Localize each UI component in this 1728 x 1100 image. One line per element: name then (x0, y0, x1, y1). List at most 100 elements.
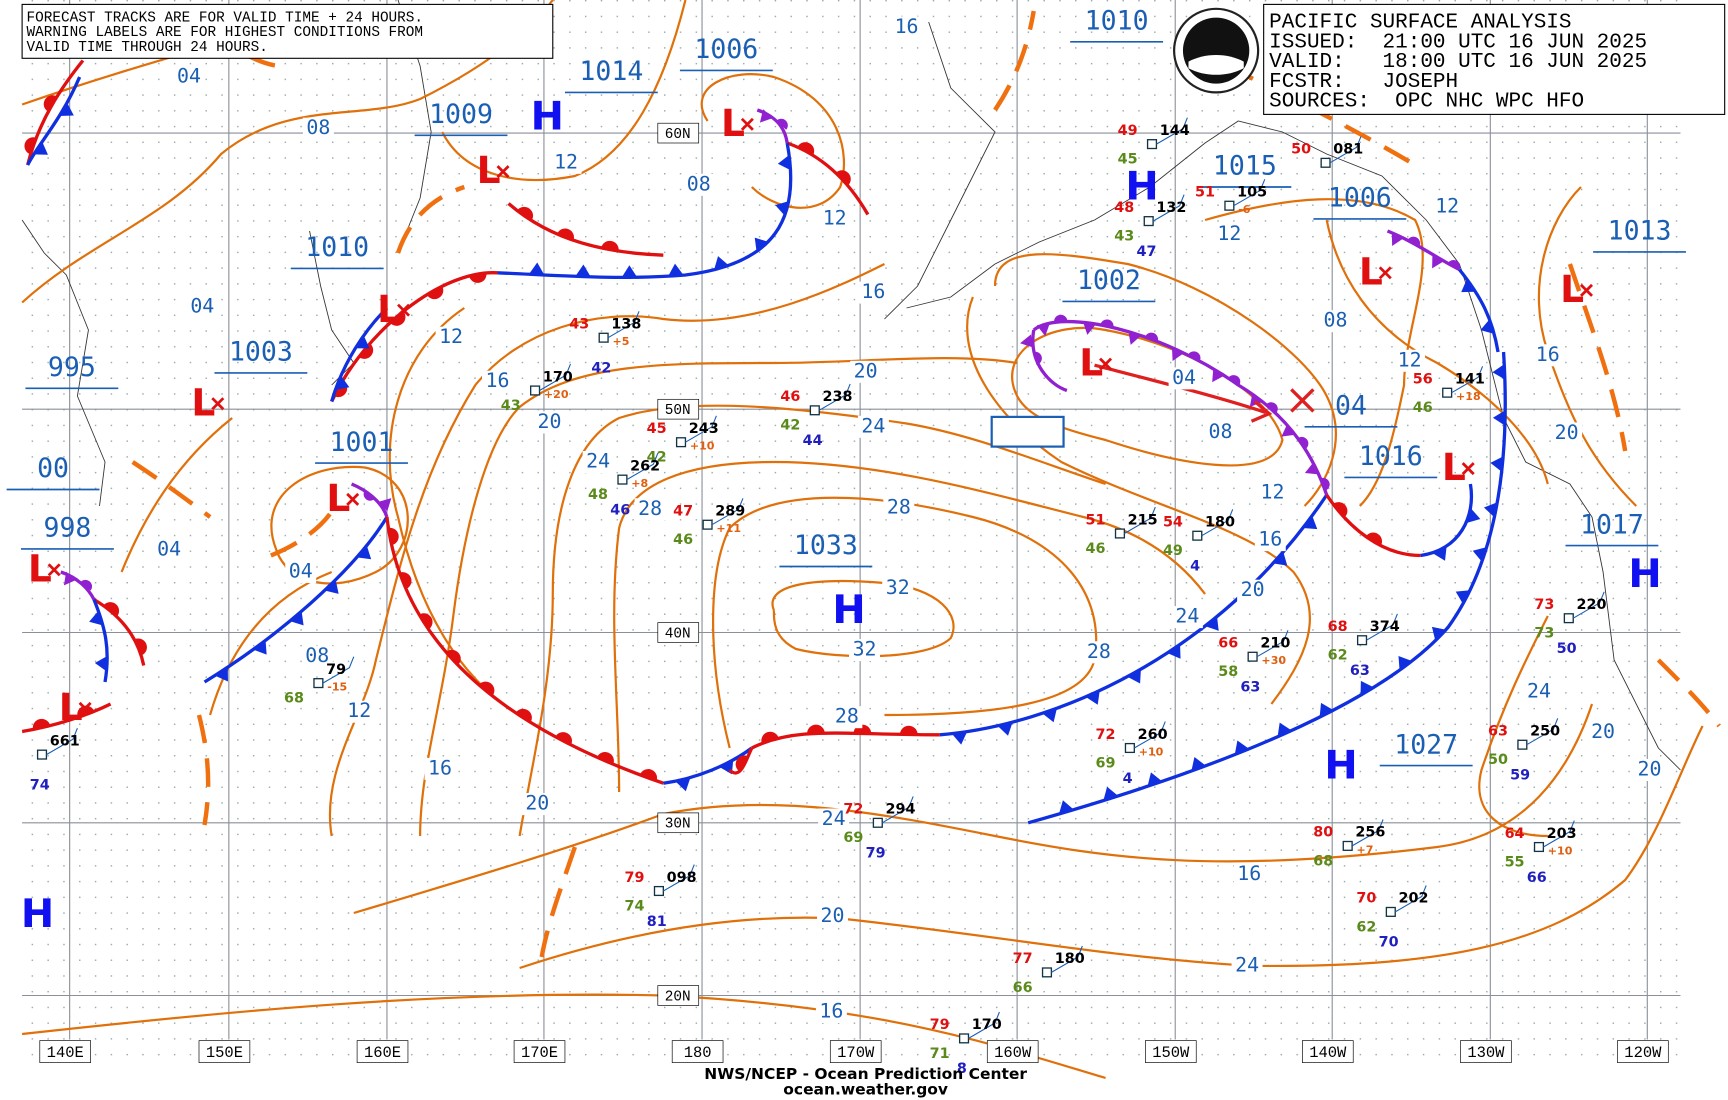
isobar-label-bg (1237, 579, 1269, 602)
front-symbol (516, 206, 534, 221)
station-sst: 4 (1123, 771, 1133, 787)
cold-symbol (1319, 702, 1334, 718)
wind-barb (626, 452, 659, 481)
wind-barb (1329, 136, 1362, 164)
front-symbol (1492, 364, 1505, 380)
front-symbol (63, 571, 93, 591)
isobar-label-bg (1171, 606, 1203, 629)
isobar-label-bg (819, 207, 851, 230)
isobar-label-bg (186, 295, 218, 318)
longitude-label: 150W (1152, 1044, 1190, 1062)
isobar-label-bg (849, 639, 881, 662)
front-symbol (214, 667, 229, 682)
station-marker (1442, 387, 1453, 398)
isobar-label-bg (831, 706, 863, 729)
central-pressure: 1010 (1085, 6, 1149, 37)
station-sst: 66 (1527, 870, 1547, 886)
cold-front (26, 76, 82, 166)
station-temp: 70 (1356, 891, 1376, 907)
longitude-label: 170W (837, 1044, 875, 1062)
station-pres: 202 (1399, 891, 1429, 907)
latitude-label-box (657, 122, 700, 144)
central-pressure: 1009 (429, 99, 493, 130)
front-symbol (675, 777, 691, 792)
warm-symbol (516, 206, 534, 221)
occluded-warm-symbol (80, 579, 93, 591)
longitude-label: 130W (1467, 1044, 1505, 1062)
front-symbol (1249, 393, 1278, 414)
cold-symbol (1490, 456, 1504, 472)
central-pressure: 1003 (229, 337, 293, 368)
warm-symbol (43, 95, 57, 112)
station-dew: 42 (780, 418, 800, 434)
front-symbol (1431, 626, 1447, 641)
station-tend: +20 (544, 388, 569, 401)
wind-barb (663, 864, 695, 892)
cold-symbol (1167, 644, 1181, 659)
station-temp: 45 (647, 421, 667, 437)
cold-symbol (1058, 800, 1074, 814)
isobar-label: 24 (1175, 605, 1199, 628)
front-symbol (1432, 254, 1461, 270)
longitude-label: 140E (47, 1044, 84, 1062)
station-pres: 170 (543, 369, 573, 385)
cold-symbol (1234, 740, 1250, 755)
cold-symbol (289, 611, 304, 626)
latitude-label-box (657, 622, 700, 643)
cold-symbol (335, 375, 350, 390)
longitude-label-box (1617, 1040, 1669, 1063)
latitude-label: 60N (665, 127, 691, 143)
wind-barb (1152, 194, 1185, 222)
station-tend: +11 (716, 522, 741, 535)
station-pres: 294 (886, 802, 916, 818)
warning-text: FORECAST TRACKS ARE FOR VALID TIME + 24 … (27, 10, 424, 26)
occluded-warm-symbol (1297, 436, 1309, 449)
latitude-label: 40N (665, 626, 691, 642)
front-symbol (1273, 551, 1288, 566)
station-pres: 170 (972, 1017, 1002, 1033)
station-pres: 374 (1370, 619, 1400, 635)
station-marker (653, 885, 665, 897)
latitude-label-box (657, 985, 700, 1006)
cold-symbol (1147, 772, 1163, 787)
warm-symbol (103, 602, 120, 617)
front-symbol (1205, 616, 1219, 631)
title-text: VALID: 18:00 UTC 16 JUN 2025 (1269, 51, 1647, 74)
station-sst: 44 (803, 433, 823, 449)
occluded-front (1032, 319, 1329, 496)
occluded-warm-symbol (1407, 236, 1420, 247)
station-dew: 43 (1114, 229, 1134, 245)
front-symbol (363, 489, 392, 512)
low-cross (740, 117, 754, 131)
station-pres: 203 (1547, 826, 1577, 842)
occluded-warm-symbol (1100, 319, 1114, 328)
central-pressure: 995 (48, 352, 96, 383)
front-symbol (1480, 319, 1495, 334)
warm-symbol (601, 240, 619, 252)
high-center: H (1324, 742, 1357, 788)
isobar-label-bg (1587, 721, 1619, 744)
front-symbol (1461, 279, 1476, 293)
cold-symbol (214, 667, 229, 682)
warm-front (786, 141, 870, 216)
latitude-label-box (657, 812, 700, 834)
front-symbol (528, 262, 545, 276)
station-temp: 51 (1086, 512, 1106, 528)
warm-symbol (1365, 532, 1383, 546)
low-center: L (326, 476, 350, 520)
warning-box (21, 3, 554, 59)
station-marker (1385, 906, 1396, 917)
warm-symbol (555, 732, 572, 745)
front-symbol (668, 263, 684, 277)
occluded-cold-symbol (1036, 323, 1050, 337)
isobar-label: 04 (1172, 366, 1196, 389)
isobar-label: 20 (537, 410, 561, 433)
warm-symbol (426, 286, 444, 300)
central-pressure: 1016 (1359, 441, 1423, 472)
isobar-label-bg (424, 757, 456, 780)
isobar-label-bg (1394, 349, 1426, 372)
front-symbol (1212, 368, 1241, 386)
wind-barb (46, 727, 78, 756)
